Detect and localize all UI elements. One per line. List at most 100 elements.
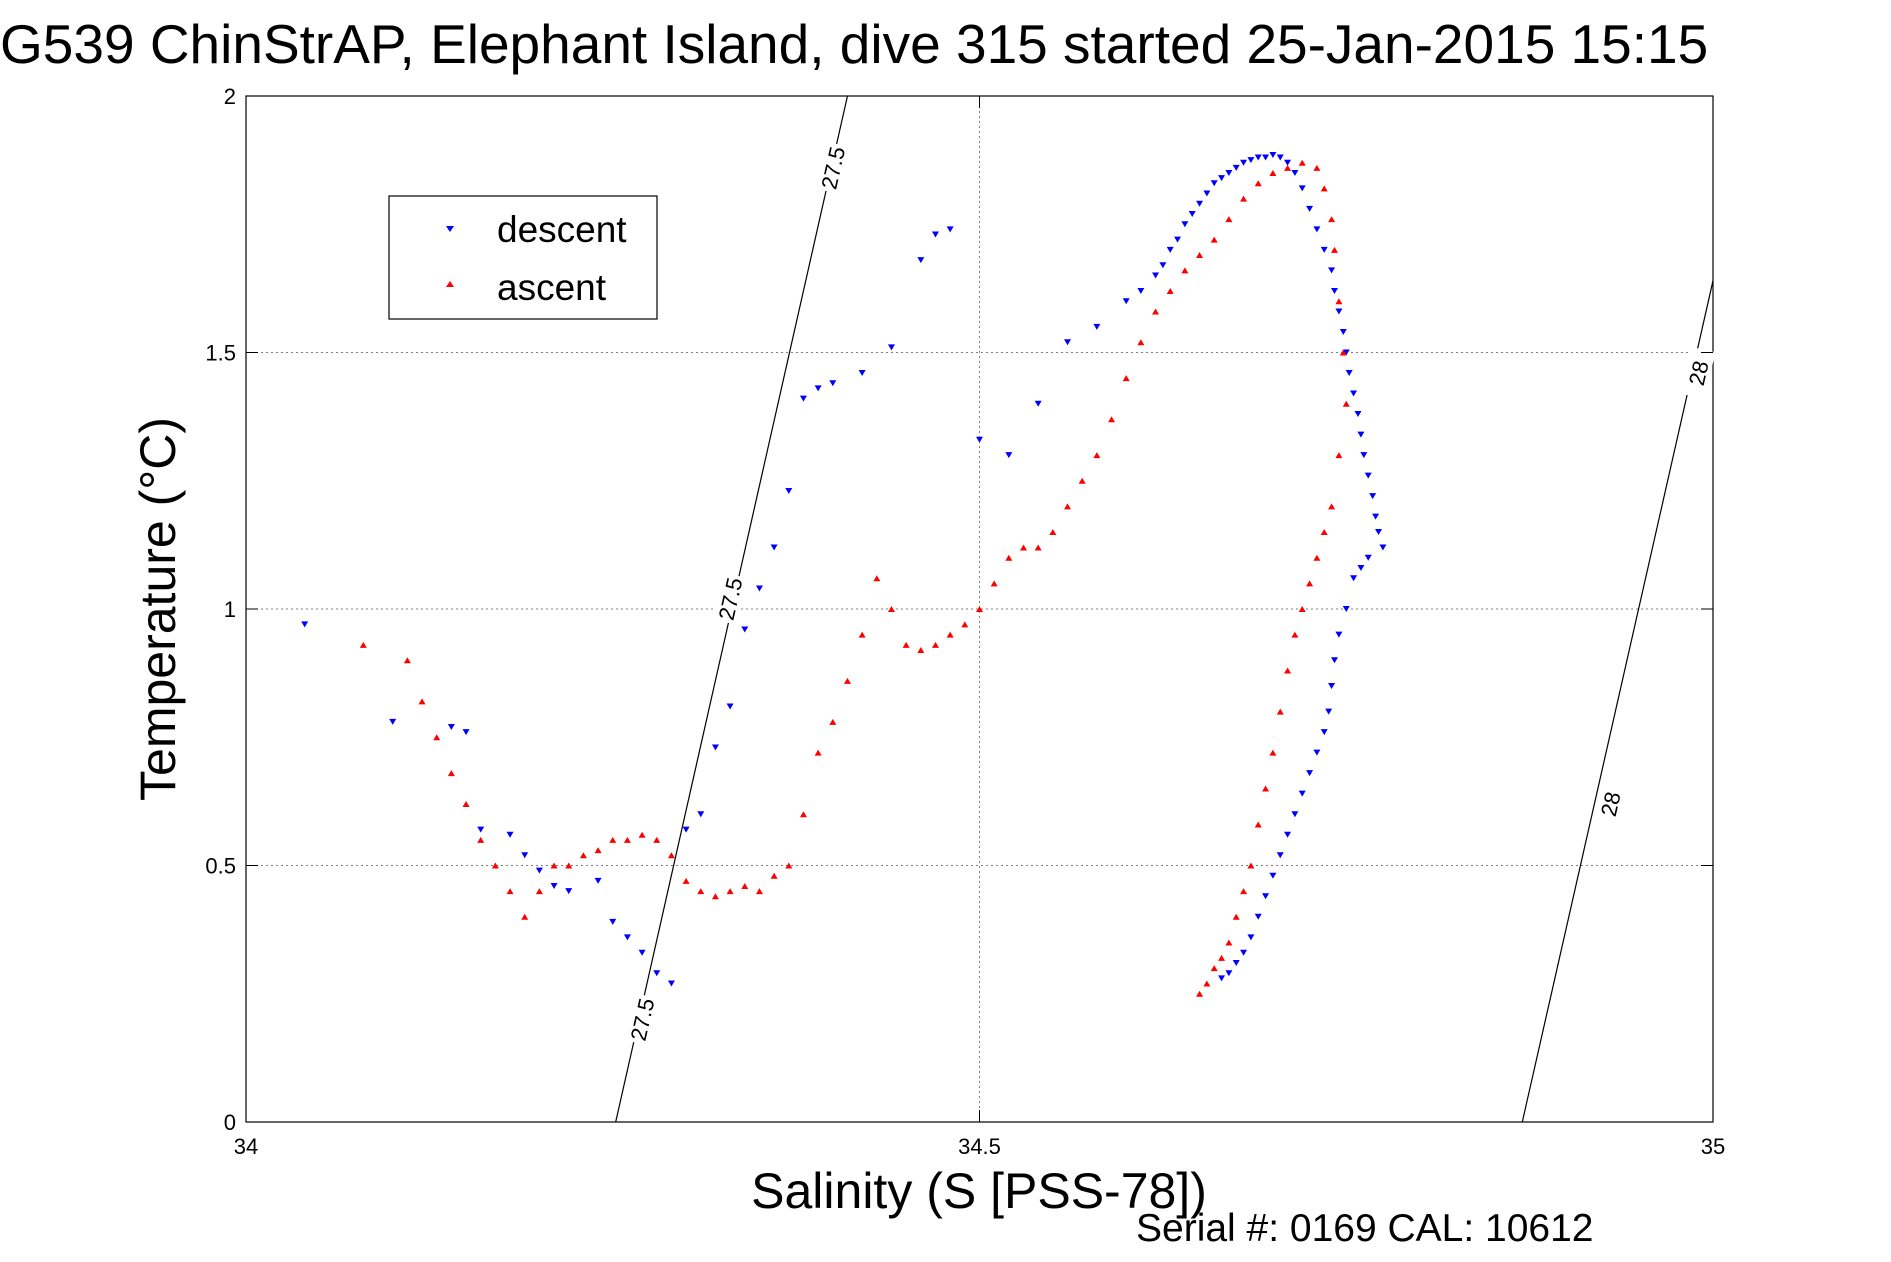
ascent-point bbox=[1342, 400, 1350, 407]
ascent-point bbox=[1269, 169, 1277, 176]
descent-point bbox=[711, 744, 719, 751]
descent-point bbox=[755, 585, 763, 592]
y-tick-labels: 0 0.5 1 1.5 2 bbox=[205, 84, 236, 1135]
ascent-point bbox=[653, 836, 661, 843]
descent-point bbox=[976, 436, 983, 443]
ascent-point bbox=[1122, 375, 1130, 382]
contour-label: 28 bbox=[1596, 789, 1626, 818]
descent-point bbox=[1350, 390, 1358, 397]
ascent-point bbox=[814, 749, 822, 756]
descent-point bbox=[1342, 349, 1350, 356]
ascent-point bbox=[1232, 913, 1240, 920]
ascent-point bbox=[1064, 503, 1072, 510]
ascent-point bbox=[1298, 159, 1306, 166]
ascent-point bbox=[1093, 452, 1101, 459]
ascent-point bbox=[1181, 267, 1189, 274]
contour-label-mask bbox=[713, 572, 748, 625]
ascent-point bbox=[667, 852, 675, 859]
descent-point bbox=[1064, 339, 1072, 346]
ascent-point bbox=[1203, 980, 1211, 987]
y-tick-label: 2 bbox=[224, 84, 236, 109]
descent-point bbox=[521, 852, 529, 859]
x-tick-label: 34 bbox=[234, 1134, 258, 1159]
descent-point bbox=[1225, 970, 1233, 977]
descent-point bbox=[1159, 262, 1167, 269]
gridlines bbox=[246, 96, 1713, 1122]
descent-point bbox=[1313, 749, 1321, 756]
descent-point bbox=[1225, 169, 1233, 176]
descent-point bbox=[1320, 729, 1328, 736]
ascent-point bbox=[491, 862, 499, 869]
ascent-point bbox=[1328, 216, 1336, 223]
ascent-point bbox=[638, 831, 646, 838]
ascent-point bbox=[1284, 164, 1292, 171]
contour-line-28 bbox=[1521, 280, 1714, 1123]
ascent-point bbox=[1196, 252, 1204, 259]
descent-point bbox=[814, 385, 822, 392]
descent-point bbox=[1357, 564, 1365, 571]
descent-point bbox=[1137, 287, 1145, 294]
descent-point bbox=[1188, 210, 1196, 217]
ascent-point bbox=[931, 641, 939, 648]
descent-point bbox=[887, 344, 895, 351]
descent-point bbox=[1276, 852, 1284, 859]
ascent-point bbox=[1254, 180, 1262, 187]
ascent-point bbox=[447, 770, 455, 777]
descent-point bbox=[1335, 631, 1343, 638]
descent-point bbox=[1364, 472, 1372, 479]
ascent-point bbox=[1240, 195, 1248, 202]
descent-point bbox=[535, 867, 543, 874]
descent-point bbox=[1331, 657, 1339, 664]
descent-point bbox=[1122, 298, 1130, 305]
ascent-point bbox=[697, 888, 705, 895]
ascent-point bbox=[579, 852, 587, 859]
descent-point bbox=[1166, 246, 1174, 253]
descent-point bbox=[1254, 913, 1262, 920]
ascent-point bbox=[1225, 939, 1233, 946]
ascent-point bbox=[741, 883, 749, 890]
descent-point bbox=[1354, 411, 1362, 418]
descent-point bbox=[1350, 575, 1358, 582]
x-axis-label: Salinity (S [PSS-78]) bbox=[751, 1163, 1207, 1219]
descent-point bbox=[1298, 790, 1306, 797]
ascent-point bbox=[1247, 862, 1255, 869]
legend-marker-ascent bbox=[446, 281, 454, 287]
descent-point bbox=[1291, 811, 1299, 818]
ascent-point bbox=[1320, 185, 1328, 192]
descent-point bbox=[1369, 493, 1377, 500]
contour-label-mask bbox=[625, 993, 660, 1046]
descent-point bbox=[1360, 452, 1368, 459]
ascent-point bbox=[770, 872, 778, 879]
descent-point bbox=[638, 949, 646, 956]
descent-point bbox=[1232, 959, 1240, 966]
descent-point bbox=[829, 380, 837, 387]
descent-point bbox=[389, 718, 397, 725]
ascent-point bbox=[521, 913, 529, 920]
ascent-point bbox=[565, 862, 573, 869]
ascent-point bbox=[1020, 544, 1028, 551]
ascent-point bbox=[433, 734, 441, 741]
descent-point bbox=[1232, 164, 1240, 171]
descent-point bbox=[653, 970, 661, 977]
y-tick-label: 0 bbox=[224, 1110, 236, 1135]
ascent-point bbox=[976, 606, 983, 612]
descent-point bbox=[1325, 708, 1333, 715]
descent-point bbox=[946, 226, 954, 233]
descent-point bbox=[1247, 934, 1255, 941]
ascent-point bbox=[1210, 965, 1218, 972]
descent-point bbox=[1269, 872, 1277, 879]
ascent-point bbox=[418, 698, 426, 705]
ascent-point bbox=[550, 862, 558, 869]
descent-point bbox=[858, 370, 866, 377]
ascent-point bbox=[462, 800, 470, 807]
contour-label-mask bbox=[815, 141, 850, 194]
ascent-point bbox=[1339, 349, 1347, 356]
ascent-point bbox=[858, 631, 866, 638]
ascent-point bbox=[1254, 821, 1262, 828]
descent-point bbox=[1357, 431, 1365, 438]
ascent-point bbox=[1166, 287, 1174, 294]
descent-point bbox=[1284, 159, 1292, 166]
legend-marker-descent bbox=[446, 226, 454, 232]
y-axis-label: Temperature (°C) bbox=[130, 417, 186, 801]
